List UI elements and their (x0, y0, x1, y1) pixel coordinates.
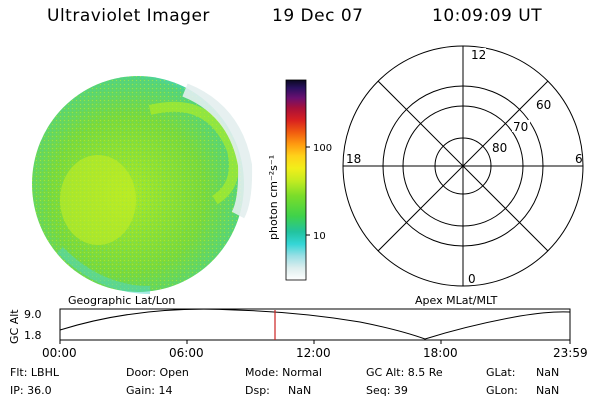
colorbar-tick-100: 100 (313, 143, 332, 154)
colorbar-unit-label: photon cm⁻²s⁻¹ (267, 155, 280, 240)
limb-haze (182, 83, 253, 219)
geo-label: Geographic Lat/Lon (68, 294, 175, 307)
date-label: 19 Dec 07 (272, 6, 364, 26)
mlt-label-18: 18 (346, 152, 361, 166)
auroral-arc (148, 101, 239, 205)
xtick-1200: 12:00 (296, 346, 331, 360)
seq-info: Seq: 39 (366, 384, 408, 397)
orbit-altitude-curve (59, 308, 571, 340)
xtick-2359: 23:59 (553, 346, 588, 360)
door-info: Door: Open (126, 366, 189, 379)
glat-label: GLat: (486, 366, 516, 379)
ytick-9: 9.0 (24, 308, 42, 321)
mode-info: Mode: Normal (245, 366, 322, 379)
gc-alt-info: GC Alt: 8.5 Re (366, 366, 443, 379)
bright-region (60, 155, 136, 245)
glat-value: NaN (536, 366, 560, 379)
apex-label: Apex MLat/MLT (415, 294, 498, 307)
mlt-label-12: 12 (471, 48, 486, 62)
time-label: 10:09:09 UT (432, 6, 543, 26)
colorbar-scale (285, 79, 307, 281)
glon-value: NaN (536, 384, 560, 397)
dsp-value: NaN (288, 384, 312, 397)
instrument-title: Ultraviolet Imager (47, 6, 210, 26)
mlt-label-6: 6 (575, 152, 583, 166)
lat-label-70: 70 (513, 120, 528, 134)
lat-label-80: 80 (492, 141, 507, 155)
ip-info: IP: 36.0 (10, 384, 52, 397)
orbit-ylabel: GC Alt (8, 309, 21, 344)
xtick-0600: 06:00 (169, 346, 204, 360)
xtick-1800: 18:00 (423, 346, 458, 360)
colorbar-tick-10: 10 (313, 231, 326, 242)
glon-label: GLon: (486, 384, 518, 397)
filter-info: Flt: LBHL (10, 366, 59, 379)
mlt-label-0: 0 (468, 272, 476, 286)
xtick-0000: 00:00 (42, 346, 77, 360)
ytick-1.8: 1.8 (24, 329, 42, 342)
lat-label-60: 60 (536, 98, 551, 112)
gain-info: Gain: 14 (126, 384, 173, 397)
orbit-frame (59, 308, 571, 341)
dsp-label: Dsp: (245, 384, 270, 397)
